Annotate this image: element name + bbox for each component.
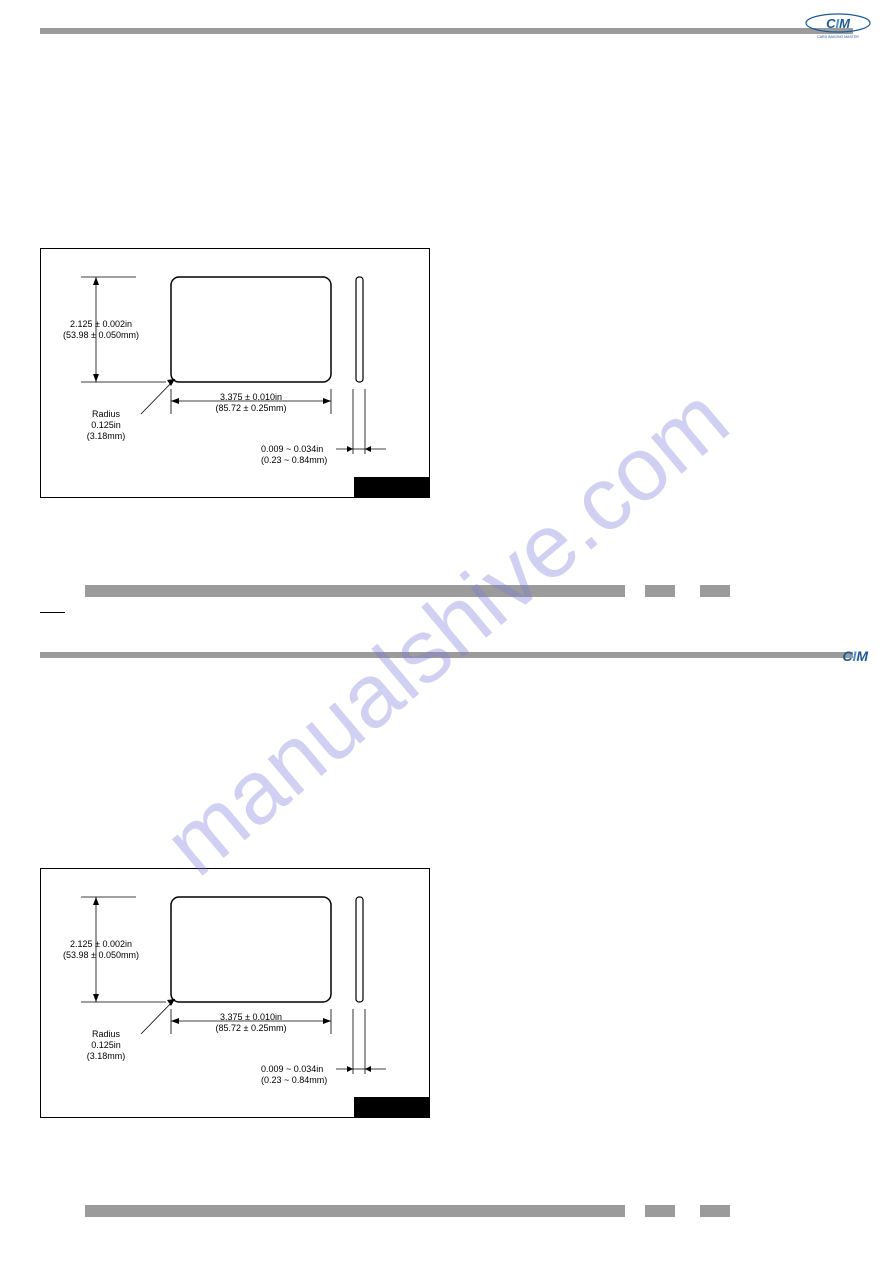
- footer-bar-1c: [700, 585, 730, 597]
- cim-logo-1: CIM CARD IMAGING MASTER: [803, 12, 873, 40]
- header-bar-1: [40, 28, 853, 34]
- thickness-dim-2: 0.009 ~ 0.034in (0.23 ~ 0.84mm): [261, 1064, 351, 1086]
- thickness-dim-1: 0.009 ~ 0.034in (0.23 ~ 0.84mm): [261, 444, 351, 466]
- header-bar-2: [40, 652, 853, 658]
- black-corner-1: [354, 477, 429, 497]
- svg-text:CARD IMAGING MASTER: CARD IMAGING MASTER: [817, 35, 859, 39]
- height-dim-2: 2.125 ± 0.002in (53.98 ± 0.050mm): [51, 939, 151, 961]
- page-section-2: CIM 2.125 ± 0.002in (53.98 ± 0.05: [0, 620, 893, 1240]
- black-corner-2: [354, 1097, 429, 1117]
- footer-bar-2b: [645, 1205, 675, 1217]
- cim-logo-small: CIM: [842, 648, 868, 664]
- width-dim-2: 3.375 ± 0.010in (85.72 ± 0.25mm): [196, 1012, 306, 1034]
- radius-dim-1: Radius 0.125in (3.18mm): [71, 409, 141, 441]
- svg-text:CIM: CIM: [826, 16, 851, 31]
- footer-bar-1b: [645, 585, 675, 597]
- footer-bar-1a: [85, 585, 625, 597]
- card-dimension-diagram-2: 2.125 ± 0.002in (53.98 ± 0.050mm) 3.375 …: [40, 868, 430, 1118]
- page-section-1: CIM CARD IMAGING MASTER: [0, 0, 893, 620]
- footer-bar-2c: [700, 1205, 730, 1217]
- height-dim-1: 2.125 ± 0.002in (53.98 ± 0.050mm): [51, 319, 151, 341]
- card-dimension-diagram-1: 2.125 ± 0.002in (53.98 ± 0.050mm) 3.375 …: [40, 248, 430, 498]
- footer-underline-1: [40, 612, 65, 613]
- radius-dim-2: Radius 0.125in (3.18mm): [71, 1029, 141, 1061]
- width-dim-1: 3.375 ± 0.010in (85.72 ± 0.25mm): [196, 392, 306, 414]
- footer-bar-2a: [85, 1205, 625, 1217]
